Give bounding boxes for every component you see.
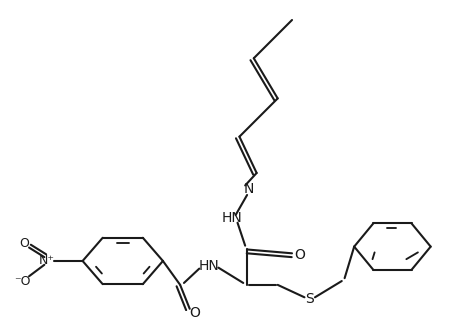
Text: N: N xyxy=(244,182,254,196)
Text: ⁻O: ⁻O xyxy=(14,276,30,289)
Text: S: S xyxy=(305,292,314,306)
Text: N⁺: N⁺ xyxy=(38,254,54,268)
Text: HN: HN xyxy=(222,211,242,225)
Text: O: O xyxy=(189,306,200,320)
Text: O: O xyxy=(294,248,305,262)
Text: HN: HN xyxy=(198,259,219,273)
Text: O: O xyxy=(20,237,29,250)
